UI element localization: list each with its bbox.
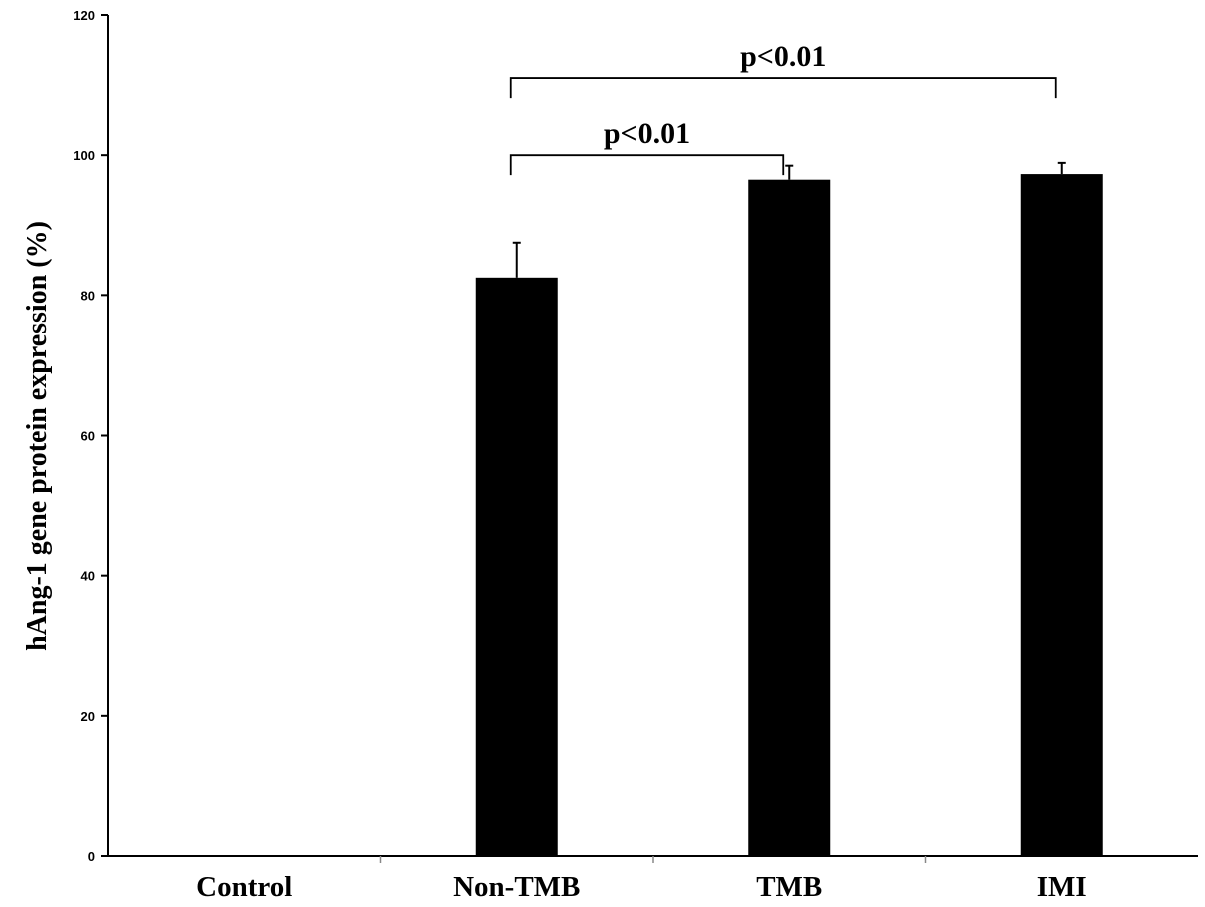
significance-label: p<0.01 xyxy=(740,40,826,73)
x-tick-label: TMB xyxy=(756,871,822,903)
x-tick-label: IMI xyxy=(1037,871,1087,903)
y-tick-label: 120 xyxy=(73,8,95,23)
significance-annotations: p<0.01 p<0.01 xyxy=(509,40,1057,176)
bar-imi xyxy=(1020,174,1103,856)
y-tick-label: 80 xyxy=(81,288,95,303)
x-ticks: Control Non-TMB TMB IMI xyxy=(196,856,1087,903)
y-axis-label: hAng-1 gene protein expression (%) xyxy=(22,221,53,651)
significance-bracket xyxy=(509,77,1057,99)
y-tick-label: 20 xyxy=(81,709,95,724)
bar-tmb xyxy=(748,179,831,857)
significance-bracket xyxy=(509,154,785,176)
y-tick-label: 0 xyxy=(88,849,95,864)
bar-non-tmb xyxy=(475,277,558,856)
y-axis: 0 20 40 60 80 100 120 xyxy=(73,8,109,864)
significance-label: p<0.01 xyxy=(604,117,690,150)
x-tick-label: Non-TMB xyxy=(453,871,580,903)
bars xyxy=(475,161,1103,857)
y-tick-label: 40 xyxy=(81,569,95,584)
y-tick-label: 60 xyxy=(81,429,95,444)
y-ticks: 0 20 40 60 80 100 120 xyxy=(73,8,108,864)
x-tick-label: Control xyxy=(196,871,292,903)
y-tick-label: 100 xyxy=(73,148,95,163)
x-axis: Control Non-TMB TMB IMI xyxy=(108,855,1198,903)
